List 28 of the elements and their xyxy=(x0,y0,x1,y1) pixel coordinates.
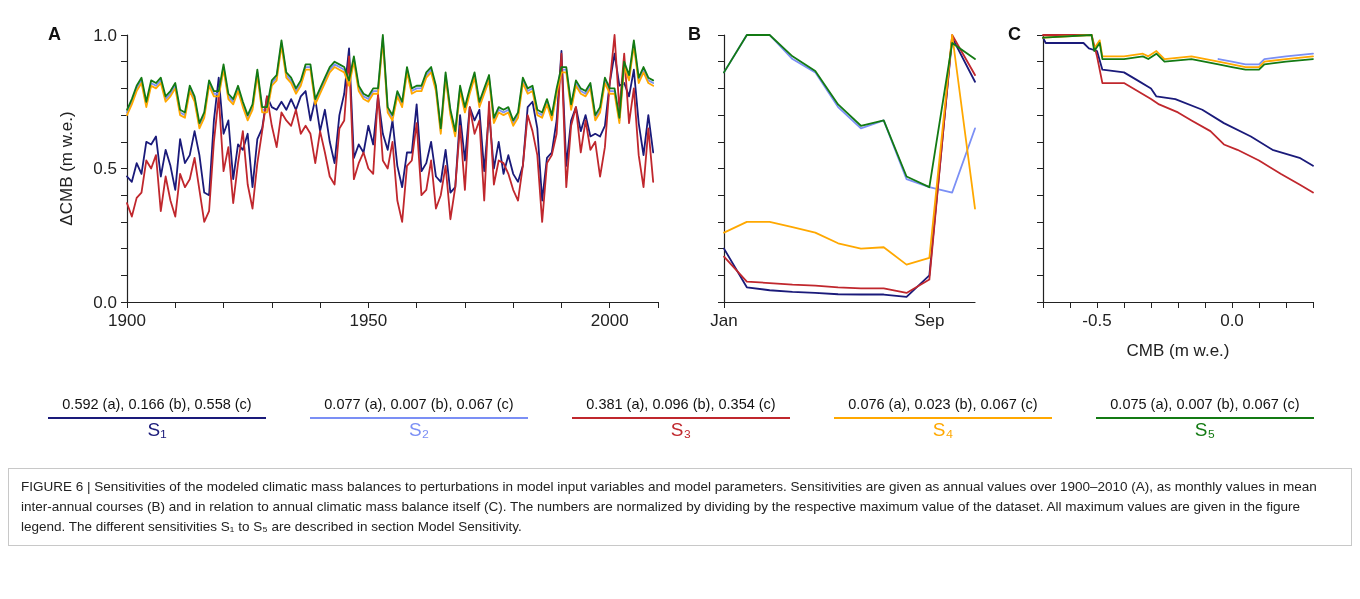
chart-title: C xyxy=(1008,24,1021,45)
x-tick-label: 2000 xyxy=(590,311,629,330)
x-tick-label: -0.5 xyxy=(1082,311,1112,330)
line-series xyxy=(126,34,655,223)
y-axis-title: ΔCMB (m w.e.) xyxy=(57,111,76,226)
caption: FIGURE 6 | Sensitivities of the modeled climatic mass balances to perturbations in model input variables and model parameters. Sensitivities are given as annual values over 1900–2010 (A), as monthly values in mean inter-annual courses (B) and in relation to annual climatic mass balance itself (C). The numbers are normalized by dividing by the respective maximum value of the dataset. All maximum values are given in the figure legend. The different sensitivities S₁ to S₅ are described in section Model Sensitivity. xyxy=(21,478,1318,536)
text: S₁ xyxy=(146,419,168,440)
chart-title: A xyxy=(48,24,61,45)
text: 0.075 (a), 0.007 (b), 0.067 (c) xyxy=(1109,396,1301,412)
y-tick-label: 1.0 xyxy=(93,25,117,45)
text: 0.076 (a), 0.023 (b), 0.067 (c) xyxy=(847,396,1039,412)
text: S₄ xyxy=(931,419,955,440)
x-tick-label: Sep xyxy=(914,311,945,330)
text: 0.592 (a), 0.166 (b), 0.558 (c) xyxy=(61,396,253,412)
x-tick-label: 0.0 xyxy=(1220,311,1244,330)
y-tick-label: 0.5 xyxy=(93,159,117,178)
text: S₂ xyxy=(407,419,431,440)
text: S₅ xyxy=(1193,419,1217,440)
y-tick-label: 0.0 xyxy=(93,292,117,312)
x-tick-label: 1950 xyxy=(349,311,388,330)
x-tick-label: 1900 xyxy=(108,311,146,330)
text: S₃ xyxy=(669,419,693,440)
chart-title: B xyxy=(688,24,701,45)
text: 0.077 (a), 0.007 (b), 0.067 (c) xyxy=(323,396,515,412)
line-series xyxy=(126,47,655,202)
x-axis-title: CMB (m w.e.) xyxy=(1126,341,1230,360)
x-tick-label: Jan xyxy=(710,311,738,330)
text: 0.381 (a), 0.096 (b), 0.354 (c) xyxy=(585,396,777,412)
